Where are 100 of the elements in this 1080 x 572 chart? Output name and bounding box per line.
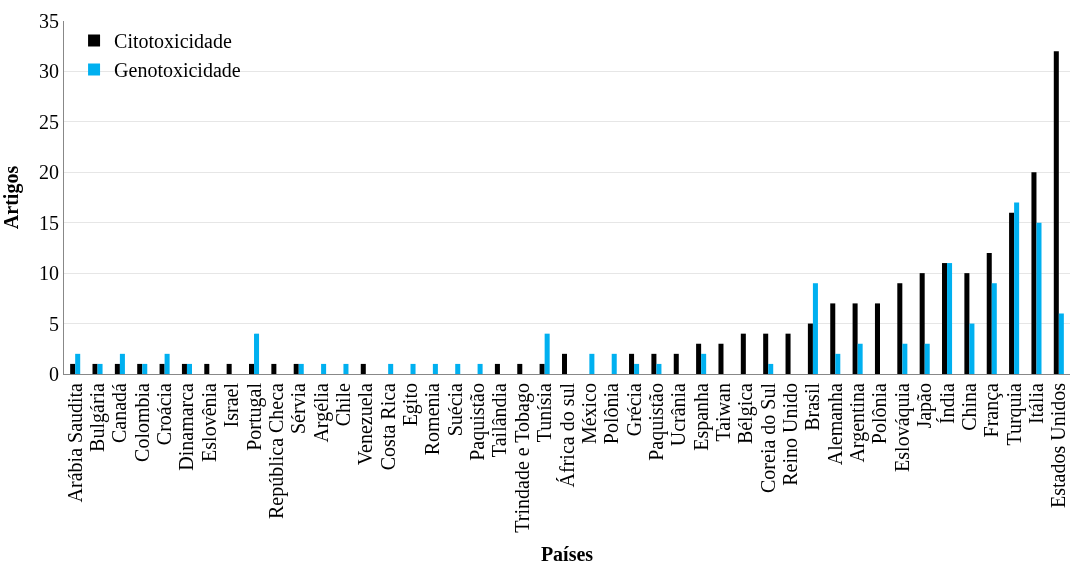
x-tick-label: Polônia [868,382,891,445]
bar [410,363,416,374]
x-tick-label: Japão [913,383,937,429]
x-tick-label: Dinamarca [175,382,198,471]
y-tick-label: 20 [39,161,59,184]
bar [343,363,349,374]
x-tick-label: África do sul [555,382,578,488]
x-tick-label: Sérvia [287,382,310,435]
bar [1058,313,1064,374]
bar [1014,202,1020,374]
x-tick-label: Paquistão [466,383,490,461]
y-tick-label: 5 [49,312,59,335]
bar [254,333,260,374]
bar [589,353,595,374]
bar [539,363,545,374]
x-tick-label: Tailândia [488,382,511,458]
bar [477,363,483,374]
bar [517,363,523,374]
bar [964,273,970,374]
bar [271,363,277,374]
x-tick-label: China [957,382,980,431]
x-tick-label: Coreia do Sul [756,382,779,493]
y-tick-label: 25 [39,110,59,133]
bar [651,353,657,374]
x-tick-label: Espanha [689,382,713,451]
x-tick-label: Estados Unidos [1047,382,1070,508]
bar [92,363,98,374]
x-tick-label: Grécia [622,382,645,437]
y-tick-label: 35 [39,10,59,32]
bar [561,353,567,374]
bar [164,353,170,374]
bar [969,323,975,374]
bar [852,303,858,374]
bar [986,252,992,374]
bar [137,363,143,374]
bar [656,363,662,374]
bar [432,363,438,374]
bar [159,363,165,374]
y-tick-label: 10 [39,262,59,285]
bar [611,353,617,374]
bar [874,303,880,374]
y-axis-title: Artigos [0,165,23,230]
bar [1053,51,1059,374]
bar [924,343,930,374]
bar [857,343,863,374]
x-tick-label: Costa Rica [376,382,399,471]
bar [763,333,769,374]
legend-label: Genotoxicidade [114,59,241,82]
x-axis-title: Países [540,543,594,566]
bar [204,363,210,374]
x-tick-label: Bulgária [86,382,110,452]
x-tick-label: Reino Unido [779,383,802,486]
bar [455,363,461,374]
x-tick-label: Croácia [153,382,176,446]
y-tick-label: 0 [49,363,59,385]
bar [1009,212,1015,374]
x-tick-label: Romenia [421,382,444,456]
x-tick-label: Arábia Saudita [63,382,86,503]
bar [768,363,774,374]
legend-label: Citotoxicidade [114,30,232,53]
bar [701,353,707,374]
bar [226,363,232,374]
bar [740,333,746,374]
bar [947,263,953,374]
bar [119,353,125,374]
bar [673,353,679,374]
x-tick-label: França [980,382,1004,438]
bar [97,363,103,374]
x-tick-label: Canadá [108,382,131,443]
bar [897,283,903,374]
x-tick-label: Paquistão [644,383,668,461]
x-tick-label: Tunísia [533,382,556,443]
bar [321,363,327,374]
x-tick-label: Israel [220,382,243,428]
bar [248,363,255,374]
bar [298,363,304,374]
x-tick-label: Portugal [242,382,266,451]
x-tick-label: Eslováquia [890,382,914,472]
bar [142,363,148,374]
bar [186,363,192,374]
bar [388,363,394,374]
bar [942,263,948,374]
x-tick-label: Índia [935,382,958,425]
bar [1036,222,1042,374]
bar [293,363,299,374]
bar [70,363,76,374]
bar [181,363,187,374]
x-tick-label: Eslovênia [197,382,220,462]
x-tick-label: Alemanha [823,382,846,466]
x-tick-label: Turquia [1002,382,1026,446]
bar [718,343,724,374]
bar [634,363,640,374]
bar [902,343,908,374]
bar [785,333,791,374]
x-tick-label: Bélgica [734,382,758,445]
bar [830,303,836,374]
x-tick-label: Argentina [846,382,870,463]
bar [696,343,702,374]
x-tick-label: Venezuela [354,382,377,466]
y-tick-label: 30 [39,60,59,83]
